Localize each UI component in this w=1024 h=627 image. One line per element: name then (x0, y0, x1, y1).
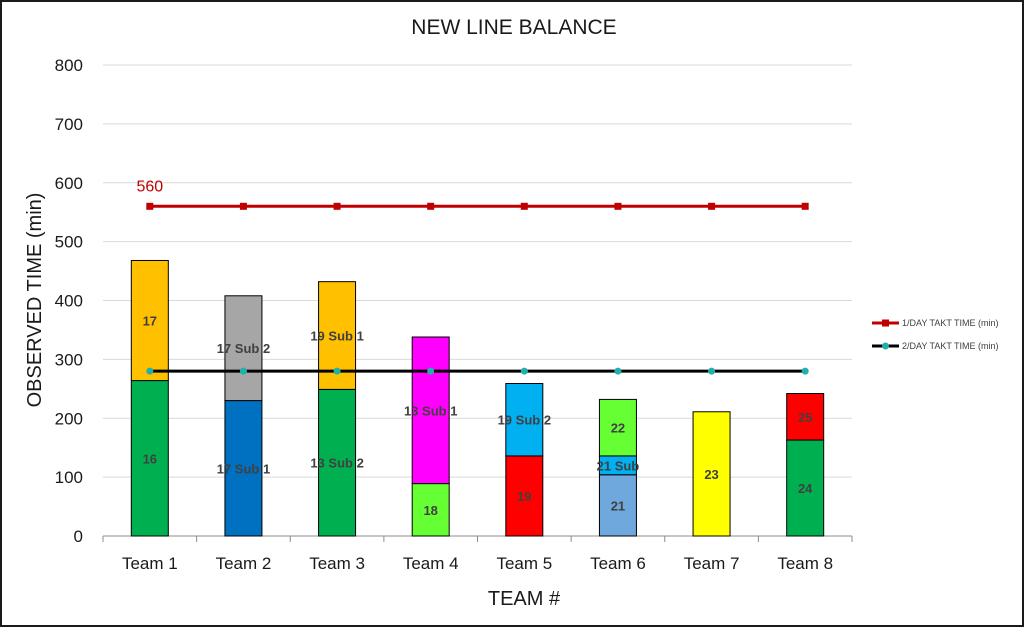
bar-segment-team-7-23 (692, 411, 731, 537)
y-tick-label: 500 (55, 233, 83, 252)
legend-label: 1/DAY TAKT TIME (min) (902, 318, 999, 328)
bar-segment-team-2-17-sub-2 (224, 295, 263, 402)
segment-label: 23 (704, 467, 718, 482)
grid-lines (103, 64, 852, 478)
takt-marker (708, 202, 716, 210)
bar-segment-team-4-13-sub-1 (411, 336, 450, 485)
bar-segment-team-5-19-sub-2 (505, 383, 544, 457)
y-tick-label: 100 (55, 468, 83, 487)
segment-label: 16 (143, 451, 157, 466)
x-tick-label: Team 2 (216, 554, 272, 573)
segment-label: 21 Sub (597, 458, 640, 473)
takt-marker (146, 367, 154, 375)
bar-segment-team-4-18 (411, 483, 450, 537)
y-tick-label: 700 (55, 115, 83, 134)
segment-label: 25 (798, 410, 812, 425)
bar-segment-team-1-16 (130, 380, 169, 537)
bar-segment-team-6-22 (598, 398, 637, 457)
legend: 1/DAY TAKT TIME (min) 2/DAY TAKT TIME (mi… (872, 318, 999, 351)
takt-marker (333, 367, 341, 375)
takt-marker (146, 202, 154, 210)
segment-label: 17 (143, 314, 157, 329)
segment-label: 19 (517, 489, 531, 504)
takt-marker (520, 202, 528, 210)
segment-label: 17 Sub 2 (217, 341, 270, 356)
x-tick-label: Team 3 (309, 554, 365, 573)
takt-value-annotation: 560 (136, 178, 163, 195)
bar-segment-team-8-25 (786, 393, 825, 441)
stacked-bars: 16 17 17 Sub 1 17 Sub 2 13 Sub 2 19 Sub 1 18 13… (130, 259, 825, 537)
x-axis-label: TEAM # (488, 588, 561, 610)
x-tick-label: Team 8 (777, 554, 833, 573)
legend-label: 2/DAY TAKT TIME (min) (902, 341, 999, 351)
x-tick-label: Team 4 (403, 554, 459, 573)
y-axis-label: OBSERVED TIME (min) (24, 193, 46, 408)
y-tick-label: 800 (55, 56, 83, 75)
y-tick-label: 0 (74, 527, 83, 546)
segment-label: 13 Sub 1 (404, 403, 457, 418)
takt-marker (708, 367, 716, 375)
segment-label: 21 (611, 498, 625, 513)
takt-marker (239, 367, 247, 375)
segment-label: 22 (611, 421, 625, 436)
segment-label: 24 (798, 481, 813, 496)
segment-label: 13 Sub 2 (310, 456, 363, 471)
segment-label: 19 Sub 2 (498, 413, 551, 428)
takt-marker (239, 202, 247, 210)
takt-marker (614, 202, 622, 210)
takt-marker (427, 202, 435, 210)
bar-segment-team-8-24 (786, 439, 825, 537)
takt-marker (801, 367, 809, 375)
bar-segment-team-5-19 (505, 455, 544, 537)
y-tick-label: 300 (55, 350, 83, 369)
legend-marker (882, 319, 889, 327)
axes: 0 100 200 300 400 500 600 700 800 Team 1 Team 2 Tea… (55, 56, 853, 573)
segment-label: 19 Sub 1 (310, 329, 363, 344)
takt-marker (333, 202, 341, 210)
segment-label: 17 Sub 1 (217, 461, 270, 476)
takt-marker (614, 367, 622, 375)
chart-title: NEW LINE BALANCE (411, 16, 617, 39)
x-tick-label: Team 5 (496, 554, 552, 573)
bar-segment-team-1-17 (130, 259, 169, 382)
y-tick-label: 600 (55, 174, 83, 193)
x-tick-label: Team 1 (122, 554, 178, 573)
segment-label: 18 (423, 503, 437, 518)
takt-marker (520, 367, 528, 375)
x-tick-label: Team 7 (684, 554, 740, 573)
y-tick-label: 200 (55, 409, 83, 428)
legend-marker (882, 342, 889, 350)
x-tick-label: Team 6 (590, 554, 646, 573)
takt-lines: 560 (136, 178, 809, 375)
takt-marker (801, 202, 809, 210)
takt-marker (427, 367, 435, 375)
y-tick-label: 400 (55, 292, 83, 311)
